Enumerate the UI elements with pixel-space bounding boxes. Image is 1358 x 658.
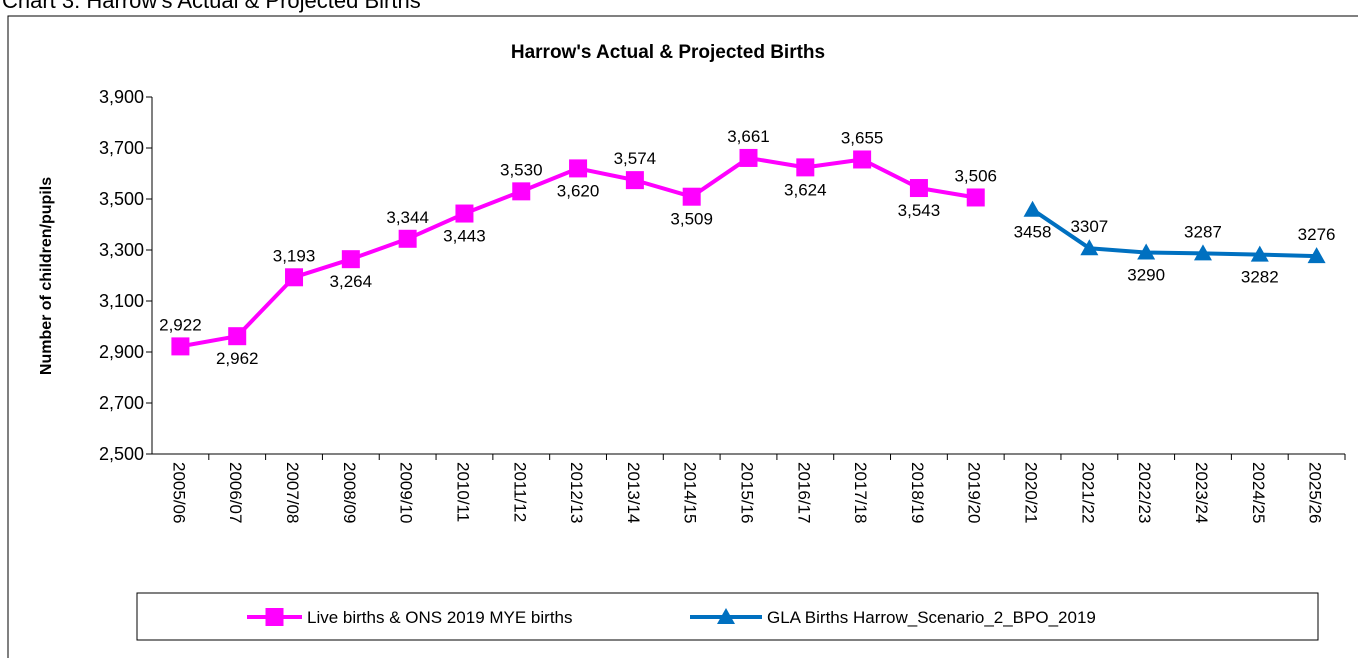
data-label: 3276 (1298, 225, 1336, 244)
x-tick-label: 2023/24 (1192, 462, 1211, 523)
data-point (1137, 243, 1156, 260)
data-point (285, 268, 304, 287)
y-tick-label: 2,700 (99, 393, 144, 413)
data-point (569, 159, 588, 178)
y-tick-label: 2,900 (99, 342, 144, 362)
x-tick-label: 2006/07 (226, 462, 245, 523)
data-label: 3458 (1014, 223, 1052, 242)
data-point (796, 158, 815, 177)
legend-marker (265, 608, 284, 626)
data-point (909, 179, 928, 198)
data-label: 3,543 (898, 201, 941, 220)
x-tick-label: 2017/18 (851, 462, 870, 523)
data-label: 3,509 (670, 210, 713, 229)
legend-label: Live births & ONS 2019 MYE births (307, 608, 573, 627)
y-tick-label: 3,300 (99, 240, 144, 260)
x-tick-label: 2011/12 (510, 462, 529, 522)
x-tick-label: 2018/19 (908, 462, 927, 523)
x-tick-label: 2021/22 (1078, 462, 1097, 523)
x-tick-label: 2009/10 (397, 462, 416, 523)
data-point (171, 337, 190, 356)
data-label: 3,624 (784, 180, 827, 199)
data-point (1023, 200, 1042, 217)
data-point (853, 150, 872, 169)
x-tick-label: 2020/21 (1022, 462, 1041, 523)
data-label: 3,506 (954, 166, 997, 185)
legend-marker (717, 608, 735, 624)
data-point (228, 327, 247, 346)
data-label: 3307 (1070, 217, 1108, 236)
y-tick-label: 2,500 (99, 444, 144, 464)
data-label: 3282 (1241, 268, 1279, 287)
data-point (512, 182, 531, 201)
data-label: 2,962 (216, 349, 259, 368)
data-label: 3,661 (727, 127, 770, 146)
y-tick-label: 3,100 (99, 291, 144, 311)
data-point (341, 250, 360, 269)
data-label: 3,344 (386, 208, 429, 227)
data-point (1080, 239, 1099, 256)
y-tick-label: 3,900 (99, 87, 144, 107)
data-point (1193, 244, 1212, 261)
x-tick-label: 2012/13 (567, 462, 586, 523)
data-label: 3,443 (443, 227, 486, 246)
legend-box (136, 592, 1319, 641)
data-point (1307, 247, 1326, 264)
x-tick-label: 2019/20 (965, 462, 984, 523)
y-tick-label: 3,500 (99, 189, 144, 209)
y-tick-label: 3,700 (99, 138, 144, 158)
data-point (682, 187, 701, 206)
series-line (1031, 208, 1317, 259)
data-label: 3,574 (614, 149, 657, 168)
data-label: 3,193 (273, 246, 316, 265)
x-tick-label: 2015/16 (738, 462, 757, 523)
data-label: 3290 (1127, 266, 1165, 285)
x-tick-label: 2022/23 (1135, 462, 1154, 523)
data-point (625, 171, 644, 190)
x-tick-label: 2010/11 (453, 462, 472, 522)
x-tick-label: 2005/06 (169, 462, 188, 523)
data-label: 3,264 (330, 272, 373, 291)
data-label: 3,530 (500, 160, 543, 179)
x-tick-label: 2025/26 (1306, 462, 1325, 523)
page-heading: Chart 3: Harrow's Actual & Projected Bir… (2, 0, 421, 13)
data-point (455, 204, 474, 223)
legend-label: GLA Births Harrow_Scenario_2_BPO_2019 (767, 608, 1096, 627)
data-label: 3287 (1184, 222, 1222, 241)
x-tick-label: 2024/25 (1249, 462, 1268, 523)
data-point (398, 229, 417, 248)
chart-title: Harrow's Actual & Projected Births (511, 42, 825, 63)
data-point (739, 148, 758, 167)
chart-frame (7, 15, 1358, 658)
x-tick-label: 2008/09 (340, 462, 359, 523)
data-label: 3,620 (557, 181, 600, 200)
x-tick-label: 2013/14 (624, 462, 643, 523)
data-point (966, 188, 985, 207)
data-label: 2,922 (159, 315, 202, 334)
x-tick-label: 2016/17 (794, 462, 813, 523)
x-tick-label: 2014/15 (681, 462, 700, 523)
data-point (1250, 245, 1269, 262)
data-label: 3,655 (841, 128, 884, 147)
x-tick-label: 2007/08 (283, 462, 302, 523)
y-axis-label: Number of children/pupils (38, 177, 55, 375)
